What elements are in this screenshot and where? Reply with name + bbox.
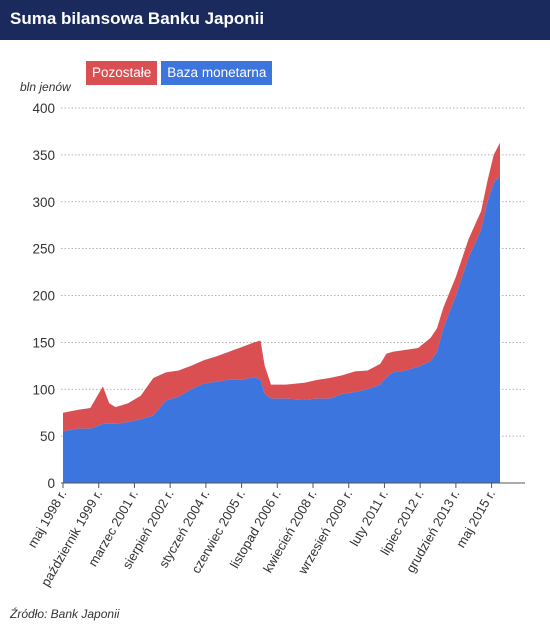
y-tick-label: 100	[32, 382, 55, 397]
series-area-pozostale	[63, 142, 500, 432]
legend: Pozostałe Baza monetarna	[86, 61, 273, 85]
chart-header: Suma bilansowa Banku Japonii	[0, 0, 550, 40]
y-axis-label: bln jenów	[20, 80, 71, 94]
source-note: Źródło: Bank Japonii	[10, 607, 120, 621]
y-tick-label: 400	[32, 101, 55, 116]
chart-title: Suma bilansowa Banku Japonii	[10, 9, 265, 28]
y-tick-label: 150	[32, 335, 55, 350]
y-tick-label: 350	[32, 148, 55, 163]
y-tick-label: 300	[32, 195, 55, 210]
legend-item-pozostale: Pozostałe	[86, 61, 158, 85]
y-tick-label: 50	[40, 429, 55, 444]
y-tick-label: 250	[32, 242, 55, 257]
y-tick-label: 200	[32, 289, 55, 304]
legend-item-baza-monetarna: Baza monetarna	[161, 61, 273, 85]
y-tick-label: 0	[47, 476, 55, 491]
series-area-baza-monetarna	[63, 175, 500, 483]
